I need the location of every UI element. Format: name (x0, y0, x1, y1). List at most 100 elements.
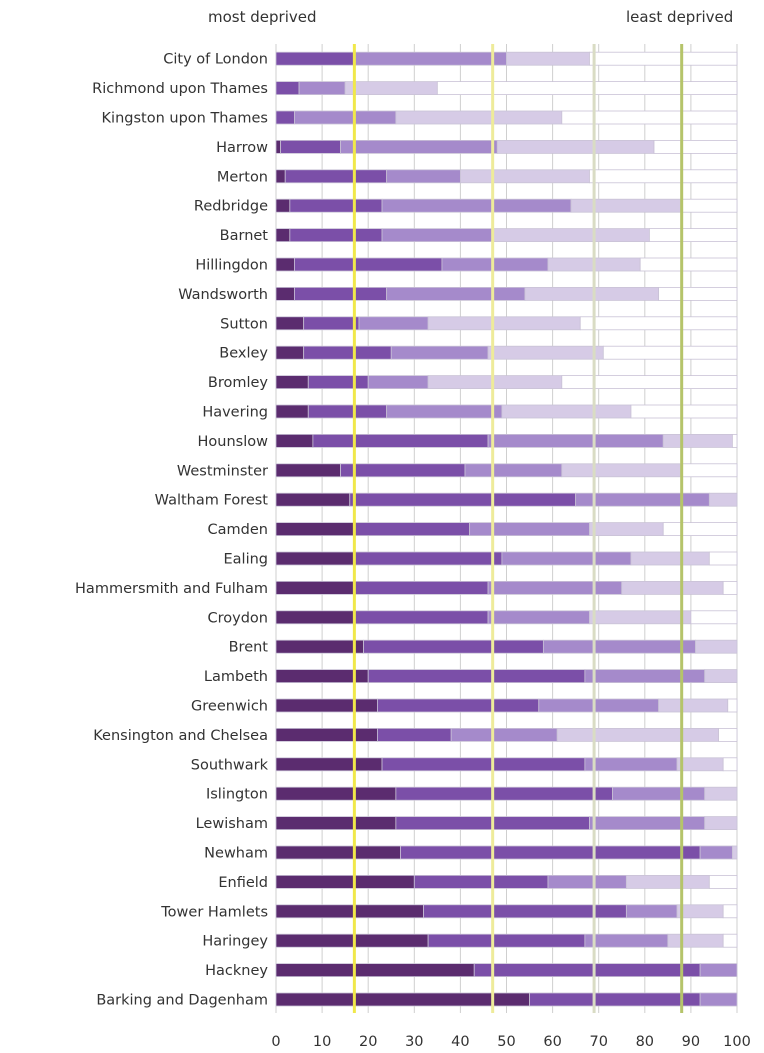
bar-segment (561, 375, 738, 390)
bar-segment (275, 639, 364, 654)
category-label: Richmond upon Thames (92, 81, 268, 97)
bar-segment (340, 463, 466, 478)
bar-segment (487, 345, 604, 360)
bar-segment (625, 875, 710, 889)
category-label: Bromley (208, 375, 269, 391)
bar-segment (284, 169, 388, 184)
bar-segment (589, 610, 692, 625)
bar-segment (340, 139, 498, 154)
bar-segment (275, 551, 355, 566)
category-label: Hounslow (198, 434, 269, 450)
bar-segment (561, 463, 683, 478)
bar-segment (289, 198, 383, 213)
bar-segment (312, 433, 489, 448)
bar-segment (367, 375, 429, 390)
category-label: Bexley (219, 346, 268, 362)
bar-segment (275, 581, 355, 595)
bar-segment (275, 433, 314, 448)
bar-segment (658, 698, 729, 713)
bar-segment (690, 610, 738, 625)
x-tick-label: 80 (636, 1034, 654, 1050)
bar-segment (427, 375, 563, 390)
bar-segment (275, 169, 286, 184)
x-tick-label: 60 (543, 1034, 561, 1050)
category-label: Havering (202, 405, 268, 421)
bar-segment (427, 933, 586, 948)
bar-segment (676, 904, 724, 919)
bar-segment (436, 81, 738, 95)
category-label: Enfield (218, 875, 268, 891)
bar-segment (589, 51, 738, 66)
bar-segment (275, 51, 355, 66)
bar-segment (275, 933, 429, 948)
bar-segment (386, 404, 503, 419)
category-label: Barnet (220, 228, 269, 244)
bar-segment (280, 139, 341, 154)
x-tick-label: 10 (313, 1034, 331, 1050)
bar-segment (561, 110, 738, 125)
category-label: Redbridge (194, 199, 268, 215)
bar-segment (584, 669, 706, 683)
bar-segment (487, 433, 664, 448)
bar-segment (676, 757, 724, 772)
bar-segment (727, 698, 738, 713)
bar-segment (722, 581, 738, 595)
bar-segment (275, 463, 341, 478)
category-label: Kingston upon Thames (102, 111, 268, 127)
bar-segment (589, 816, 706, 830)
bar-segment (303, 345, 392, 360)
bar-segment (381, 757, 586, 772)
bar-segment (275, 198, 291, 213)
category-label: Newham (204, 846, 268, 862)
bar-segment (386, 286, 526, 301)
category-label: Croydon (208, 610, 269, 626)
bar-segment (473, 963, 701, 977)
category-label: Brent (229, 640, 269, 656)
bar-segment (681, 198, 738, 213)
bar-segment (667, 933, 724, 948)
bar-segment (294, 257, 443, 272)
bar-segment (731, 433, 738, 448)
bar-segment (367, 669, 586, 683)
bar-segment (275, 522, 355, 536)
category-label: City of London (163, 52, 268, 68)
bar-segment (390, 345, 489, 360)
bar-segment (353, 581, 489, 595)
bar-segment (294, 286, 388, 301)
bar-segment (395, 786, 613, 801)
bar-segment (487, 581, 623, 595)
bar-segment (704, 816, 738, 830)
x-tick-label: 40 (451, 1034, 469, 1050)
bar-segment (662, 433, 733, 448)
category-label: Barking and Dagenham (96, 993, 268, 1009)
bar-segment (275, 816, 397, 830)
bar-segment (441, 257, 549, 272)
bar-segment (275, 757, 383, 772)
bar-segment (542, 639, 696, 654)
bar-segment (649, 228, 738, 243)
x-tick-label: 50 (497, 1034, 515, 1050)
x-tick-label: 30 (405, 1034, 423, 1050)
bar-segment (496, 139, 655, 154)
bar-segment (275, 316, 305, 331)
bar-segment (584, 757, 678, 772)
bar-segment (731, 845, 738, 860)
x-tick-label: 70 (589, 1034, 607, 1050)
bar-segment (699, 845, 733, 860)
x-tick-label: 100 (723, 1034, 751, 1050)
category-label: Hammersmith and Fulham (75, 581, 268, 597)
bar-segment (524, 286, 660, 301)
bar-segment (464, 463, 563, 478)
bar-segment (275, 375, 309, 390)
bar-segment (722, 757, 738, 772)
bar-segment (722, 933, 738, 948)
x-tick-label: 20 (359, 1034, 377, 1050)
bar-segment (423, 904, 627, 919)
bar-segment (275, 728, 378, 742)
bar-segment (275, 345, 305, 360)
bar-segment (307, 375, 369, 390)
bar-segment (275, 963, 475, 977)
category-label: Greenwich (191, 699, 268, 715)
bar-segment (584, 933, 669, 948)
